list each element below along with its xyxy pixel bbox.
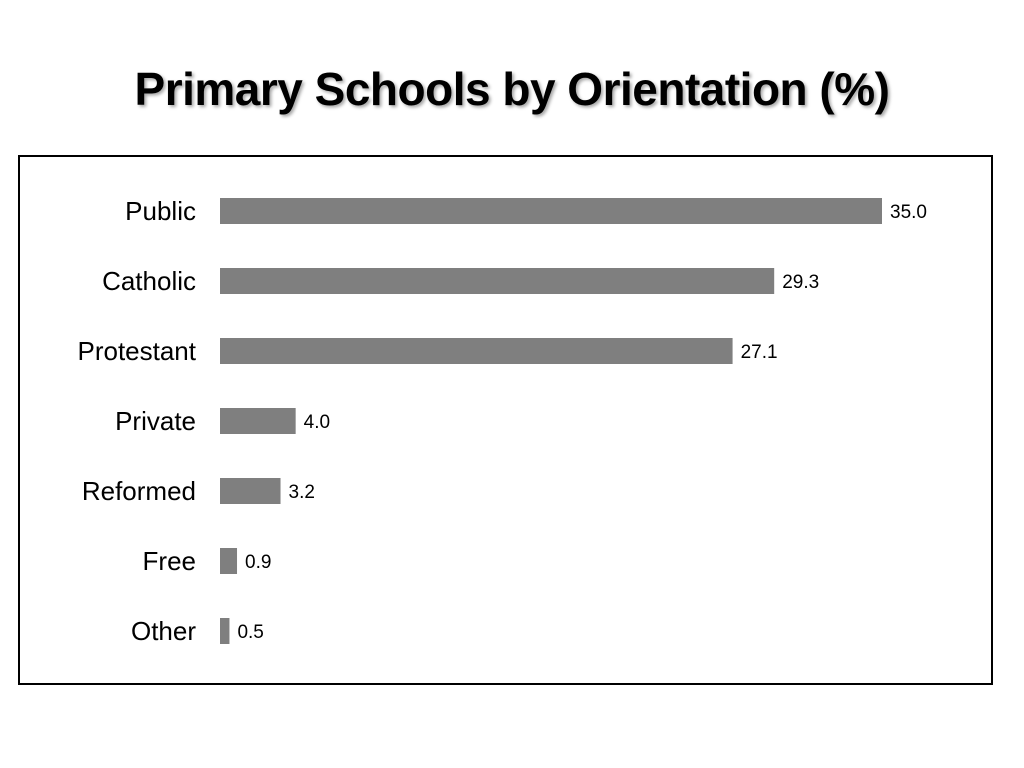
chart-title: Primary Schools by Orientation (%) — [134, 63, 890, 115]
chart-frame: Public 35.0 Catholic 29.3 Protestant 27.1 Priv… — [18, 155, 993, 685]
category-label: Public — [125, 196, 196, 226]
category-label: Protestant — [77, 336, 196, 366]
bar-catholic — [220, 268, 775, 294]
category-label: Other — [131, 616, 196, 646]
bar-private — [220, 408, 296, 434]
bar-chart: Public 35.0 Catholic 29.3 Protestant 27.1 Priv… — [77, 196, 927, 646]
category-label: Private — [115, 406, 196, 436]
value-label: 3.2 — [289, 482, 315, 503]
bar-free — [220, 548, 238, 574]
category-label: Free — [143, 546, 196, 576]
value-label: 0.5 — [237, 622, 263, 643]
value-label: 29.3 — [782, 272, 819, 293]
value-label: 0.9 — [245, 552, 271, 573]
bar-public — [220, 198, 882, 224]
category-label: Reformed — [82, 476, 196, 506]
bar-other — [220, 618, 230, 644]
bar-reformed — [220, 478, 281, 504]
value-label: 35.0 — [890, 202, 927, 223]
value-label: 27.1 — [741, 342, 778, 363]
category-label: Catholic — [102, 266, 196, 296]
value-label: 4.0 — [304, 412, 330, 433]
bar-protestant — [220, 338, 733, 364]
